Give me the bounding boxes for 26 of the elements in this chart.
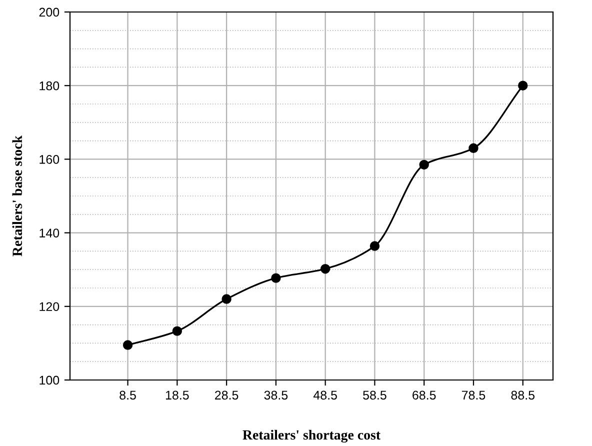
x-tick-label: 8.5 — [120, 390, 136, 400]
x-axis-title: Retailers' shortage cost — [242, 430, 380, 443]
x-tick-label: 48.5 — [313, 390, 337, 400]
x-tick-label: 28.5 — [215, 390, 238, 400]
point — [468, 143, 478, 154]
x-tick-label: 18.5 — [166, 390, 189, 400]
point — [271, 273, 281, 283]
x-tick-label: 38.5 — [264, 390, 288, 400]
x-tick-label: 78.5 — [462, 390, 486, 400]
point — [122, 340, 133, 350]
y-tick-label: 140 — [40, 228, 60, 238]
point — [172, 326, 182, 336]
x-tick-label: 68.5 — [412, 390, 436, 400]
y-axis-title: Retailers' base stock — [12, 135, 22, 256]
point — [419, 160, 429, 170]
y-tick-label: 160 — [40, 155, 60, 164]
point — [222, 294, 232, 304]
point — [518, 80, 528, 90]
y-tick-label: 120 — [40, 302, 60, 312]
x-tick-label: 58.5 — [363, 390, 386, 400]
y-tick-label: 180 — [40, 81, 60, 90]
point — [320, 264, 330, 274]
x-tick-label: 88.5 — [511, 390, 535, 400]
y-tick-label: 200 — [39, 8, 60, 17]
y-tick-label: 100 — [40, 376, 60, 385]
point — [370, 241, 380, 251]
